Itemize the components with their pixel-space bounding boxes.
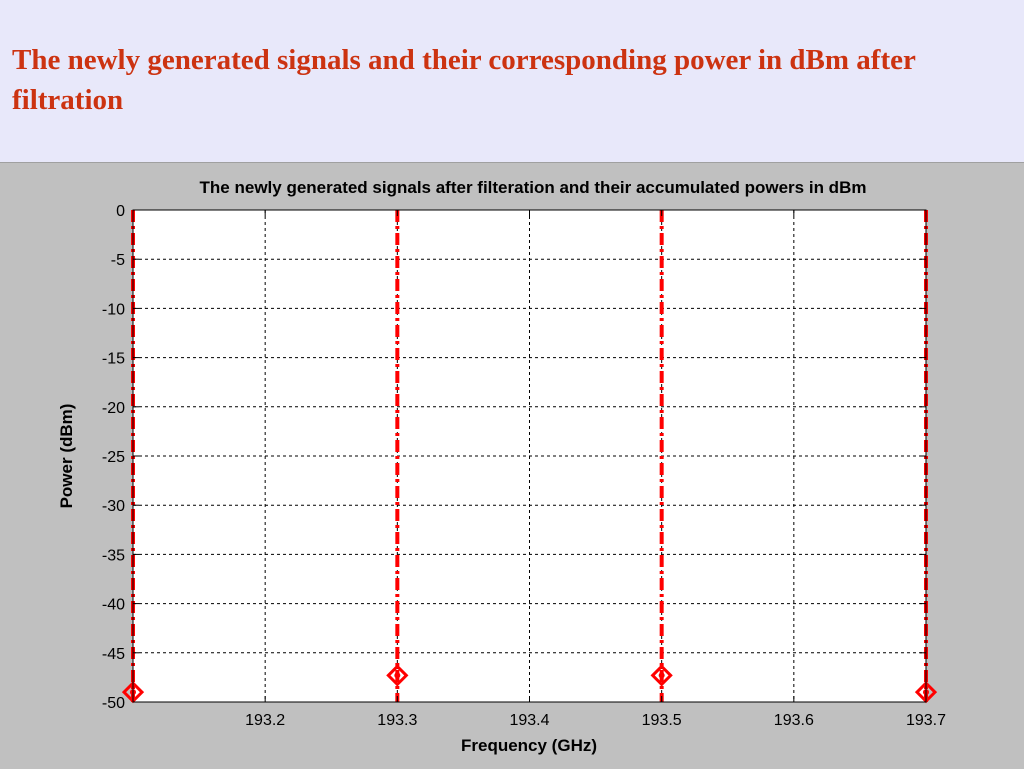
y-tick-label: -30: [102, 498, 125, 515]
y-tick-label: -10: [102, 301, 125, 318]
y-tick-label: -5: [111, 252, 125, 269]
y-tick-label: -50: [102, 695, 125, 712]
signal-marker: [650, 664, 673, 687]
chart-title: The newly generated signals after filter…: [200, 178, 867, 197]
y-axis-label: Power (dBm): [57, 404, 76, 509]
stem-chart: The newly generated signals after filter…: [57, 178, 946, 755]
x-tick-label: 193.6: [774, 712, 814, 729]
y-tick-label: -35: [102, 547, 125, 564]
tick-layer: 193.2 193.3 193.4 193.5 193.6 193.7 0 -5 -10 -15 -…: [102, 203, 946, 729]
x-tick-label: 193.4: [509, 712, 549, 729]
slide-title: The newly generated signals and their co…: [12, 44, 916, 116]
x-tick-label: 193.5: [642, 712, 682, 729]
signal-marker: [386, 664, 409, 687]
x-tick-label: 193.7: [906, 712, 946, 729]
x-tick-label: 193.3: [377, 712, 417, 729]
y-tick-label: -20: [102, 400, 125, 417]
y-tick-label: -45: [102, 646, 125, 663]
x-axis-label: Frequency (GHz): [461, 736, 597, 755]
x-tick-label: 193.2: [245, 712, 285, 729]
figure-panel: The newly generated signals after filter…: [0, 162, 1024, 769]
y-tick-label: -25: [102, 449, 125, 466]
signal-marker-dot: [394, 672, 401, 679]
y-tick-label: -40: [102, 597, 125, 614]
signal-marker-dot: [658, 672, 665, 679]
y-tick-label: -15: [102, 351, 125, 368]
y-tick-label: 0: [116, 203, 125, 220]
slide-header: The newly generated signals and their co…: [0, 0, 1024, 162]
